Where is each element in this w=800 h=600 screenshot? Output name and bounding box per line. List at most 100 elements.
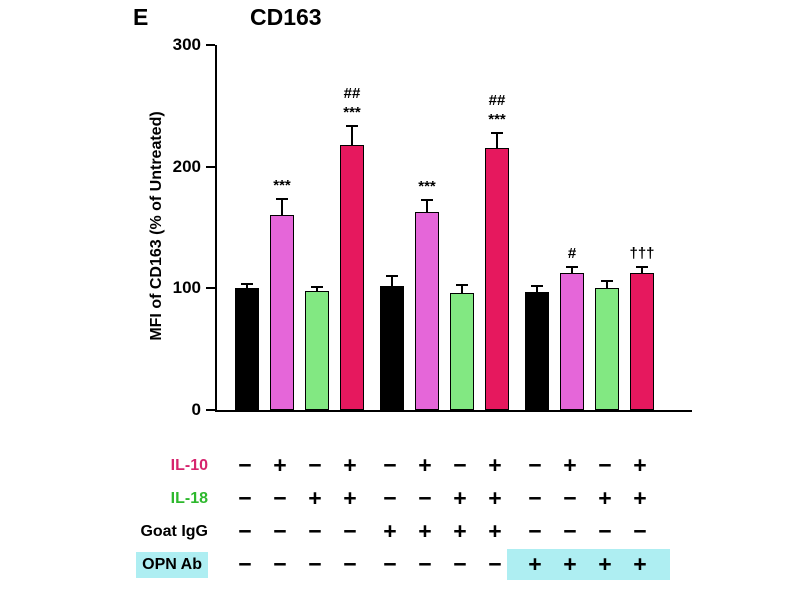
treatment-symbol: + xyxy=(563,452,577,478)
treatment-symbol: + xyxy=(563,551,577,577)
treatment-symbol: − xyxy=(273,485,287,511)
treatment-symbol: − xyxy=(528,452,542,478)
error-bar xyxy=(426,200,428,212)
error-bar xyxy=(281,199,283,216)
treatment-symbol: − xyxy=(273,551,287,577)
bar xyxy=(595,288,619,410)
treatment-symbol: − xyxy=(528,518,542,544)
error-bar-cap xyxy=(491,131,503,134)
error-bar-cap xyxy=(276,197,288,200)
error-bar-cap xyxy=(241,282,253,285)
y-axis-title: MFI of CD163 (% of Untreated) xyxy=(148,111,165,341)
y-tick-label: 200 xyxy=(172,156,201,176)
treatment-symbol: − xyxy=(308,518,322,544)
significance-annotation: ## *** xyxy=(322,84,382,123)
treatment-symbol: + xyxy=(418,452,432,478)
treatment-symbol: + xyxy=(343,452,357,478)
annotation-line: ## xyxy=(488,91,506,109)
error-bar xyxy=(246,284,248,289)
annotation-line: ## xyxy=(343,84,361,102)
bar xyxy=(340,144,364,410)
significance-annotation: # xyxy=(542,244,602,264)
treatment-matrix: IL-10− + − + − + − + − + − + IL-18− − + + − − + + − − + + Goat I… xyxy=(0,449,800,589)
treatment-symbol: − xyxy=(488,551,502,577)
error-bar-cap xyxy=(636,265,648,268)
treatment-symbol: − xyxy=(273,518,287,544)
treatment-symbol: + xyxy=(343,485,357,511)
treatment-label: OPN Ab xyxy=(100,548,208,581)
error-bar xyxy=(461,285,463,294)
bar xyxy=(525,291,549,410)
treatment-label-text: Goat IgG xyxy=(140,522,208,540)
error-bar xyxy=(391,277,393,286)
error-bar xyxy=(641,267,643,273)
annotation-line: # xyxy=(567,245,577,263)
treatment-symbol: − xyxy=(238,551,252,577)
panel-label: E xyxy=(133,4,149,30)
error-bar-cap xyxy=(311,286,323,289)
error-bar-cap xyxy=(421,198,433,201)
treatment-symbol: + xyxy=(633,452,647,478)
bar xyxy=(415,211,439,410)
treatment-label-text: OPN Ab xyxy=(136,551,208,578)
significance-annotation: ††† xyxy=(612,244,672,264)
treatment-symbol: + xyxy=(418,518,432,544)
annotation-line: *** xyxy=(273,177,291,195)
error-bar-cap xyxy=(531,285,543,288)
error-bar-cap xyxy=(456,283,468,286)
treatment-symbol: − xyxy=(563,518,577,544)
error-bar xyxy=(351,126,353,145)
treatment-symbol: − xyxy=(453,452,467,478)
treatment-symbol: + xyxy=(308,485,322,511)
bar xyxy=(270,215,294,410)
treatment-symbol: − xyxy=(238,452,252,478)
error-bar xyxy=(606,282,608,289)
significance-annotation: *** xyxy=(252,176,312,196)
y-tick-label: 0 xyxy=(191,400,201,419)
bar xyxy=(235,288,259,410)
y-tick xyxy=(206,165,215,168)
treatment-label: IL-10 xyxy=(100,449,208,482)
treatment-label-text: IL-18 xyxy=(170,489,208,507)
annotation-line: *** xyxy=(488,111,506,129)
y-tick xyxy=(206,409,215,411)
plot-area: 0 100 200 300 *** ## *** *** ## *** # ††† xyxy=(173,35,692,419)
treatment-symbol: + xyxy=(488,452,502,478)
bar xyxy=(450,293,474,410)
annotation-line: ††† xyxy=(629,245,655,263)
highlight-strip xyxy=(507,549,670,580)
error-bar xyxy=(536,287,538,292)
error-bar xyxy=(571,267,573,273)
treatment-label: IL-18 xyxy=(100,482,208,515)
y-tick xyxy=(206,287,215,290)
treatment-symbol: − xyxy=(238,485,252,511)
treatment-symbol: − xyxy=(633,518,647,544)
treatment-symbol: − xyxy=(418,485,432,511)
treatment-symbol: + xyxy=(273,452,287,478)
bar xyxy=(560,272,584,410)
treatment-symbol: − xyxy=(308,452,322,478)
treatment-symbol: + xyxy=(453,485,467,511)
error-bar xyxy=(316,288,318,291)
treatment-symbol: + xyxy=(633,485,647,511)
bar xyxy=(305,290,329,410)
y-tick xyxy=(206,44,215,46)
significance-annotation: *** xyxy=(397,177,457,197)
treatment-symbol: + xyxy=(488,485,502,511)
treatment-symbol: + xyxy=(633,551,647,577)
treatment-symbol: − xyxy=(238,518,252,544)
error-bar-cap xyxy=(346,124,358,127)
treatment-symbol: − xyxy=(383,452,397,478)
y-tick-label: 100 xyxy=(172,278,201,298)
error-bar-cap xyxy=(386,275,398,278)
treatment-symbol: − xyxy=(418,551,432,577)
treatment-symbol: + xyxy=(598,485,612,511)
significance-annotation: ## *** xyxy=(467,91,527,130)
treatment-symbol: − xyxy=(343,518,357,544)
treatment-symbol: + xyxy=(453,518,467,544)
treatment-symbol: − xyxy=(528,485,542,511)
treatment-symbol: + xyxy=(383,518,397,544)
treatment-symbol: − xyxy=(383,551,397,577)
treatment-symbol: − xyxy=(343,551,357,577)
